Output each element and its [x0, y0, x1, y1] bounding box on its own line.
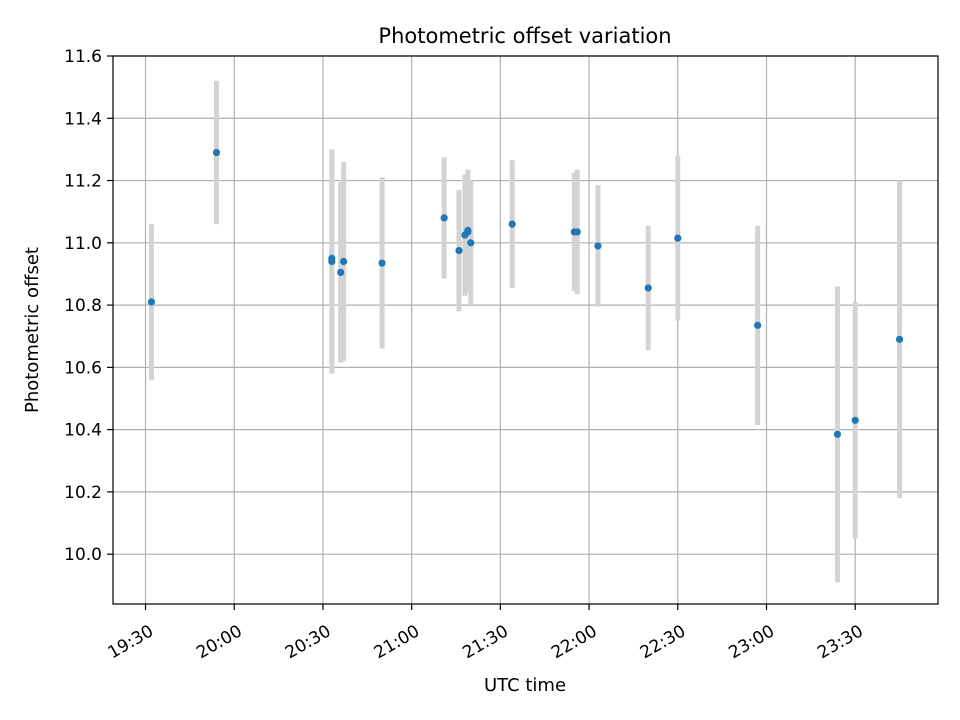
data-point — [674, 234, 682, 242]
y-tick-label: 10.0 — [64, 545, 102, 565]
data-point — [212, 148, 221, 157]
data-point — [851, 416, 859, 424]
data-point — [754, 321, 762, 329]
chart-title: Photometric offset variation — [378, 24, 671, 48]
data-point — [440, 214, 448, 222]
data-point — [147, 298, 156, 306]
y-tick-label: 10.4 — [64, 421, 102, 441]
y-tick-label: 10.2 — [64, 483, 102, 503]
data-point — [895, 335, 904, 343]
data-point — [833, 430, 842, 438]
y-axis-label: Photometric offset — [22, 247, 43, 413]
point-layer — [147, 148, 904, 438]
y-axis-ticks: 10.0 10.2 10.4 10.6 10.8 11.0 11.2 11.4 11.6 — [64, 47, 113, 565]
y-tick-label: 10.8 — [64, 296, 102, 316]
y-tick-label: 11.4 — [64, 109, 102, 129]
data-point — [467, 239, 475, 247]
data-point — [464, 226, 472, 234]
y-tick-label: 10.6 — [64, 358, 102, 378]
data-point — [328, 254, 336, 262]
data-point — [455, 247, 463, 255]
data-point — [378, 259, 386, 267]
y-tick-label: 11.0 — [64, 234, 102, 254]
y-tick-label: 11.6 — [64, 47, 102, 67]
y-tick-label: 11.2 — [64, 172, 102, 192]
plot-frame — [112, 55, 939, 605]
data-point — [644, 284, 652, 292]
data-point — [337, 268, 345, 276]
data-point — [508, 220, 516, 228]
data-point — [594, 242, 602, 250]
data-point — [340, 257, 348, 266]
data-point — [573, 228, 581, 236]
x-axis-label: UTC time — [484, 675, 566, 696]
